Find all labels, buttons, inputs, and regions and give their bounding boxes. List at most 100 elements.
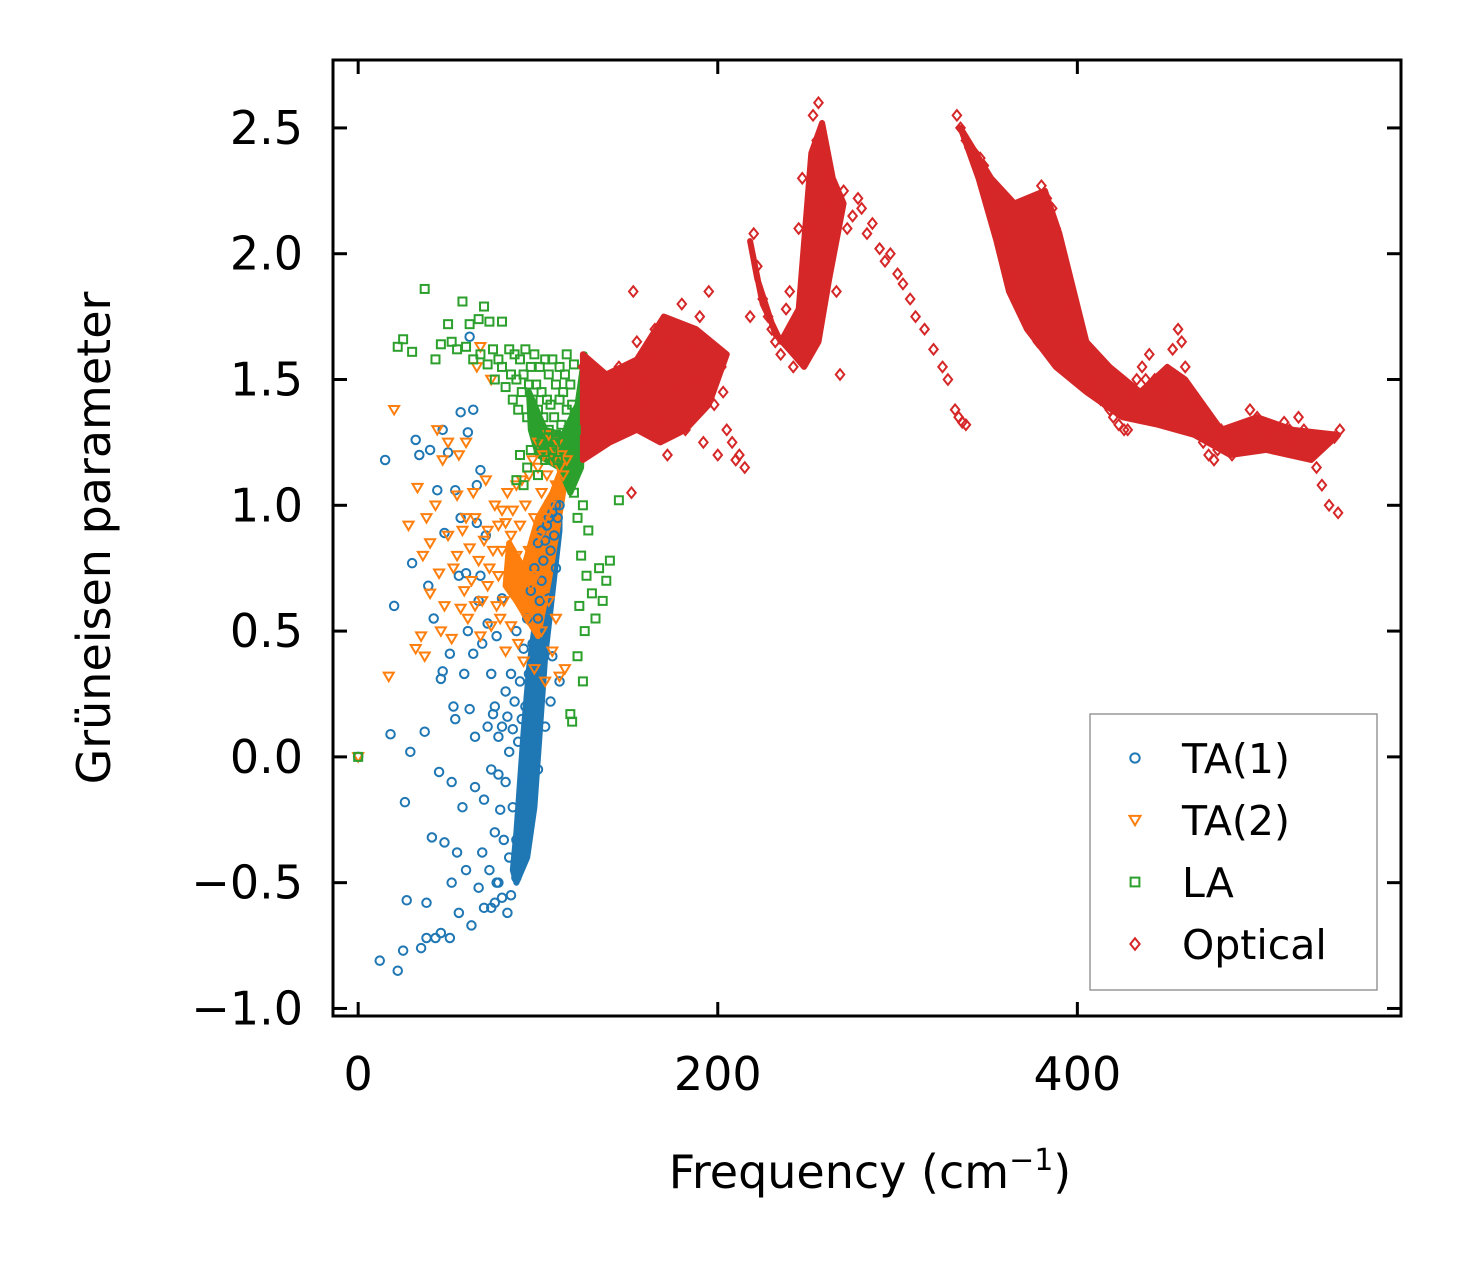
point-optical-134 xyxy=(1179,360,1191,374)
point-ta2-61 xyxy=(504,530,518,543)
point-ta1-25 xyxy=(435,927,447,939)
point-ta2-101 xyxy=(552,671,567,684)
point-la-32 xyxy=(514,354,525,365)
point-optical-126 xyxy=(1143,347,1155,362)
point-ta2-90 xyxy=(540,470,554,482)
point-ta2-57 xyxy=(498,518,513,530)
legend-label-ta1: TA(1) xyxy=(1181,735,1290,783)
point-optical-5 xyxy=(622,377,634,392)
point-ta1-41 xyxy=(455,406,466,418)
ytick-label-3: 0.5 xyxy=(230,604,303,658)
point-la-57 xyxy=(543,369,554,380)
point-ta1-74 xyxy=(489,827,501,838)
point-la-19 xyxy=(488,344,499,355)
point-optical-8 xyxy=(631,334,643,349)
point-ta1-84 xyxy=(500,686,511,697)
point-optical-112 xyxy=(1082,360,1094,374)
dense-region-optical-4 xyxy=(747,119,847,370)
point-ta1-68 xyxy=(482,618,493,629)
point-la-85 xyxy=(577,500,588,511)
point-la-33 xyxy=(514,449,525,460)
point-ta1-73 xyxy=(489,701,501,712)
point-optical-102 xyxy=(1035,178,1047,193)
point-ta1-127 xyxy=(552,512,563,524)
y-tick-labels: −1.0 −0.5 0.0 0.5 1.0 1.5 2.0 2.5 xyxy=(191,101,303,1036)
point-optical-59 xyxy=(838,183,850,198)
point-la-84 xyxy=(576,550,587,561)
point-ta1-82 xyxy=(498,834,510,846)
x-tick-labels: 0 200 400 xyxy=(344,1047,1122,1101)
point-optical-7 xyxy=(627,284,639,299)
point-la-39 xyxy=(522,462,533,473)
point-optical-33 xyxy=(717,385,729,399)
point-la-91 xyxy=(590,613,601,624)
point-optical-157 xyxy=(1305,448,1317,462)
point-optical-11 xyxy=(643,347,655,362)
point-la-3 xyxy=(407,346,418,357)
dense-region-optical-3 xyxy=(579,313,730,463)
point-ta1-77 xyxy=(493,769,504,780)
point-ta1-94 xyxy=(512,736,524,748)
point-optical-122 xyxy=(1125,385,1137,399)
point-ta1-58 xyxy=(473,882,484,893)
point-ta1-92 xyxy=(511,834,522,846)
point-optical-56 xyxy=(827,234,839,248)
point-optical-40 xyxy=(769,334,781,349)
point-ta2-19 xyxy=(441,437,455,450)
point-ta2-39 xyxy=(473,631,488,643)
point-ta1-70 xyxy=(485,668,497,680)
point-ta2-40 xyxy=(475,596,489,608)
point-optical-143 xyxy=(1221,428,1233,442)
point-optical-114 xyxy=(1089,385,1101,399)
point-ta2-25 xyxy=(453,603,468,616)
point-ta2-6 xyxy=(414,631,428,643)
axis-ticks xyxy=(333,60,1401,1016)
point-optical-118 xyxy=(1107,410,1119,425)
point-optical-123 xyxy=(1131,372,1143,387)
point-optical-65 xyxy=(866,216,878,231)
point-ta1-29 xyxy=(439,527,450,539)
point-ta1-10 xyxy=(406,557,418,569)
point-optical-133 xyxy=(1176,334,1188,349)
point-ta2-85 xyxy=(534,487,549,500)
point-la-64 xyxy=(552,455,563,466)
x-axis-title: Frequency (cm−1) xyxy=(669,1143,1072,1199)
point-ta2-13 xyxy=(430,425,445,437)
point-ta1-55 xyxy=(469,781,481,793)
point-optical-50 xyxy=(807,108,819,123)
xtick-label-0: 0 xyxy=(344,1047,373,1101)
point-la-45 xyxy=(529,349,540,360)
point-la-14 xyxy=(473,314,484,325)
point-ta1-126 xyxy=(550,562,562,574)
point-ta2-9 xyxy=(419,513,434,525)
point-optical-62 xyxy=(852,191,864,206)
point-ta1-124 xyxy=(548,530,560,541)
point-la-38 xyxy=(522,412,533,423)
point-ta2-73 xyxy=(518,500,533,513)
point-ta1-110 xyxy=(532,613,544,624)
point-ta1-9 xyxy=(405,746,416,758)
point-ta1-135 xyxy=(516,857,528,868)
point-ta1-89 xyxy=(507,801,519,813)
point-la-37 xyxy=(520,344,531,355)
point-optical-19 xyxy=(679,422,691,437)
point-optical-153 xyxy=(1283,422,1296,437)
point-la-71 xyxy=(561,404,572,415)
point-la-50 xyxy=(536,437,547,448)
point-ta1-106 xyxy=(527,638,538,649)
point-ta2-45 xyxy=(482,563,497,575)
point-ta2-34 xyxy=(468,513,482,525)
point-optical-36 xyxy=(751,259,763,274)
point-ta1-3 xyxy=(385,728,396,740)
ytick-label-5: 1.5 xyxy=(230,353,303,407)
point-ta1-16 xyxy=(421,897,432,909)
point-optical-148 xyxy=(1251,410,1263,425)
point-ta1-60 xyxy=(475,570,486,581)
point-ta1-109 xyxy=(530,650,542,662)
point-la-12 xyxy=(464,319,475,330)
point-optical-45 xyxy=(793,221,805,236)
point-optical-43 xyxy=(784,284,796,299)
point-ta1-22 xyxy=(432,484,443,496)
point-la-82 xyxy=(572,651,583,662)
